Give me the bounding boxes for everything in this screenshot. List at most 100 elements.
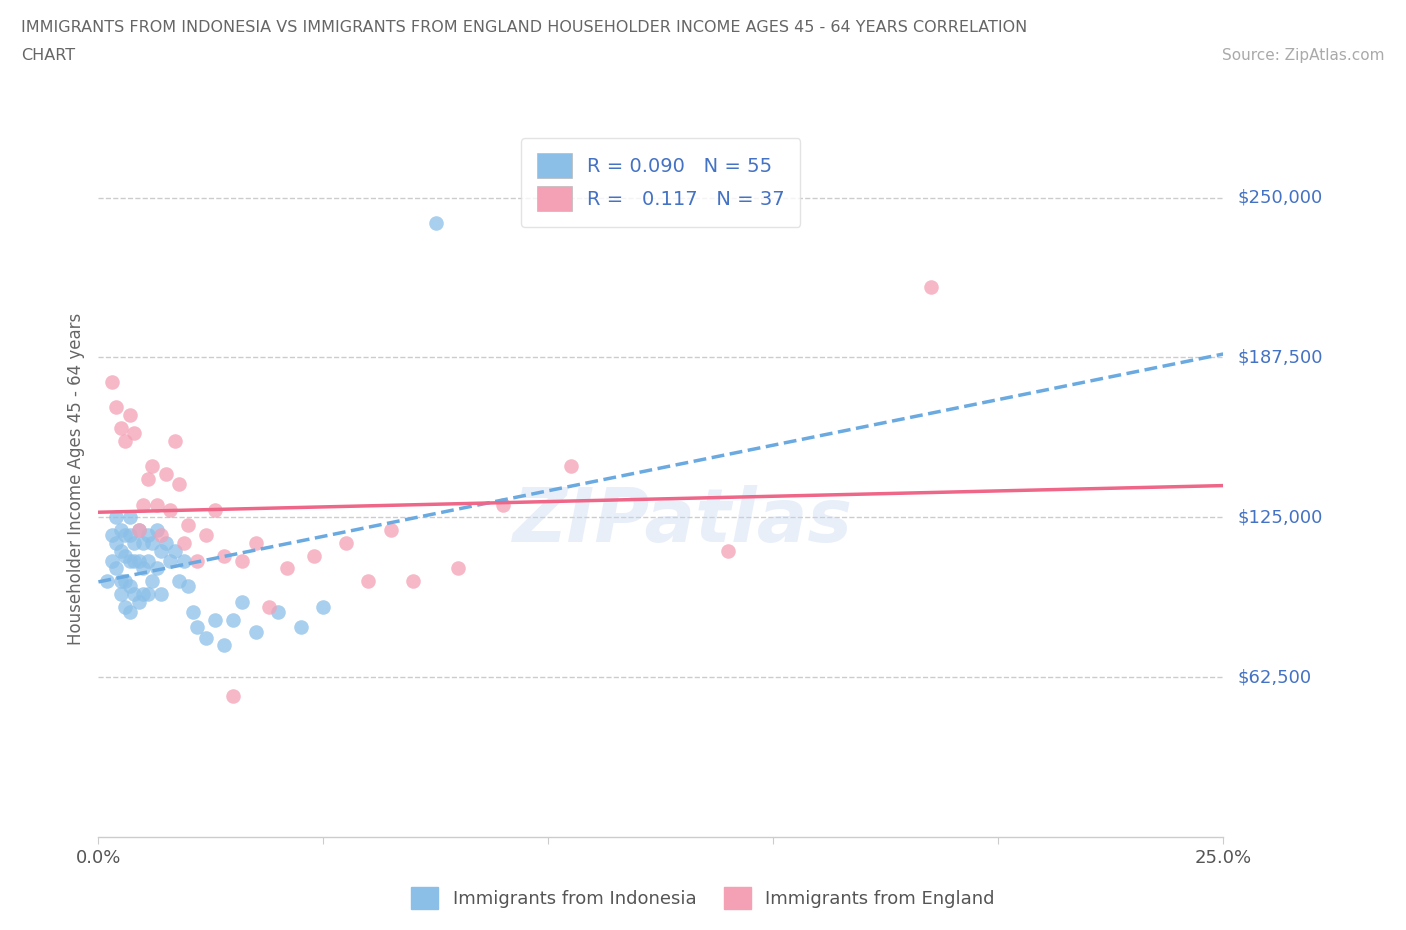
Point [124, 587, 146, 602]
Point [267, 604, 290, 619]
Point [114, 433, 136, 448]
Point [150, 528, 173, 543]
Point [245, 536, 267, 551]
Point [195, 631, 218, 645]
Point [110, 574, 132, 589]
Point [136, 528, 159, 543]
Point [118, 407, 141, 422]
Point [214, 638, 236, 653]
Point [105, 536, 128, 551]
Point [186, 620, 208, 635]
Point [136, 553, 159, 568]
Point [169, 476, 191, 491]
Text: IMMIGRANTS FROM INDONESIA VS IMMIGRANTS FROM ENGLAND HOUSEHOLDER INCOME AGES 45 : IMMIGRANTS FROM INDONESIA VS IMMIGRANTS … [21, 20, 1028, 35]
Point [402, 574, 425, 589]
Point [132, 587, 155, 602]
Point [114, 528, 136, 543]
Point [124, 536, 146, 551]
Point [101, 553, 124, 568]
Point [105, 561, 128, 576]
Point [118, 528, 141, 543]
Point [222, 612, 245, 627]
Point [259, 600, 281, 615]
Point [136, 472, 159, 486]
Point [101, 375, 124, 390]
Point [155, 467, 177, 482]
Point [114, 574, 136, 589]
Point [159, 502, 181, 517]
Point [177, 517, 200, 532]
Point [177, 578, 200, 594]
Point [128, 523, 150, 538]
Point [114, 549, 136, 564]
Point [118, 578, 141, 594]
Point [150, 587, 173, 602]
Point [222, 689, 245, 704]
Text: CHART: CHART [21, 48, 75, 63]
Text: ZIPatlas: ZIPatlas [513, 485, 853, 558]
Point [447, 561, 470, 576]
Point [204, 612, 226, 627]
Point [276, 561, 298, 576]
Point [128, 594, 150, 609]
Point [204, 502, 226, 517]
Point [124, 553, 146, 568]
Point [357, 574, 380, 589]
Legend: R = 0.090   N = 55, R =   0.117   N = 37: R = 0.090 N = 55, R = 0.117 N = 37 [522, 138, 800, 227]
Legend: Immigrants from Indonesia, Immigrants from England: Immigrants from Indonesia, Immigrants fr… [404, 880, 1002, 916]
Point [159, 553, 181, 568]
Point [214, 549, 236, 564]
Point [181, 604, 204, 619]
Point [173, 553, 195, 568]
Point [124, 426, 146, 441]
Point [118, 510, 141, 525]
Text: $62,500: $62,500 [1237, 668, 1312, 686]
Point [492, 498, 515, 512]
Point [425, 216, 447, 231]
Point [128, 553, 150, 568]
Y-axis label: Householder Income Ages 45 - 64 years: Householder Income Ages 45 - 64 years [66, 312, 84, 645]
Point [169, 574, 191, 589]
Point [195, 528, 218, 543]
Point [231, 594, 253, 609]
Point [146, 523, 169, 538]
Point [186, 553, 208, 568]
Text: $250,000: $250,000 [1237, 189, 1323, 206]
Point [132, 498, 155, 512]
Text: $125,000: $125,000 [1237, 509, 1323, 526]
Point [150, 543, 173, 558]
Point [105, 400, 128, 415]
Point [132, 536, 155, 551]
Point [290, 620, 312, 635]
Point [146, 561, 169, 576]
Point [128, 523, 150, 538]
Point [380, 523, 402, 538]
Point [110, 420, 132, 435]
Point [114, 600, 136, 615]
Point [920, 280, 942, 295]
Point [717, 543, 740, 558]
Text: Source: ZipAtlas.com: Source: ZipAtlas.com [1222, 48, 1385, 63]
Point [173, 536, 195, 551]
Point [163, 543, 186, 558]
Point [141, 458, 163, 473]
Point [163, 433, 186, 448]
Text: $187,500: $187,500 [1237, 349, 1323, 366]
Point [335, 536, 357, 551]
Point [101, 528, 124, 543]
Point [110, 543, 132, 558]
Point [155, 536, 177, 551]
Point [96, 574, 118, 589]
Point [146, 498, 169, 512]
Point [110, 587, 132, 602]
Point [245, 625, 267, 640]
Point [110, 523, 132, 538]
Point [141, 536, 163, 551]
Point [304, 549, 326, 564]
Point [560, 458, 582, 473]
Point [141, 574, 163, 589]
Point [105, 510, 128, 525]
Point [312, 600, 335, 615]
Point [136, 587, 159, 602]
Point [118, 604, 141, 619]
